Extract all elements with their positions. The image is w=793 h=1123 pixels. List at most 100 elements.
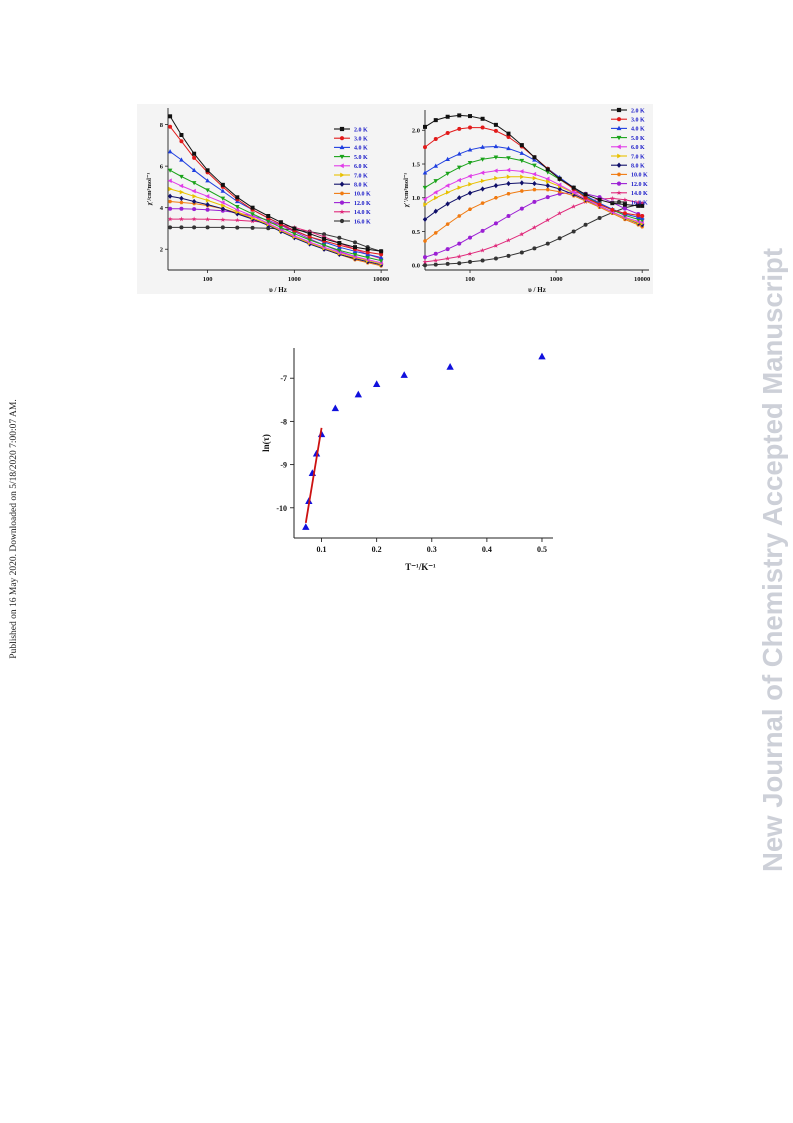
chi-double-prime-legend-marker — [616, 125, 622, 131]
chi-prime-data-point — [292, 231, 297, 237]
chi-double-prime-data-point — [545, 187, 550, 192]
chi-double-prime-data-point — [532, 175, 537, 181]
chi-double-prime-data-point — [480, 186, 485, 192]
chi-prime-data-point — [234, 204, 240, 210]
chi-double-prime-legend-marker — [616, 107, 622, 113]
chi-double-prime-data-point — [493, 155, 499, 160]
chi-prime-data-point — [167, 216, 173, 222]
chi-prime-data-point — [167, 193, 173, 199]
chi-prime-data-point — [191, 167, 197, 173]
chi-double-prime-data-point — [493, 256, 498, 261]
chi-double-prime-data-point — [422, 216, 428, 222]
chi-double-prime-data-point — [519, 143, 524, 148]
chi-double-prime-data-point — [467, 173, 472, 179]
chi-double-prime-data-point — [519, 206, 524, 211]
chi-prime-data-point — [307, 234, 312, 239]
chi-double-prime-legend-marker — [617, 153, 622, 159]
chi-prime-data-point — [179, 133, 184, 137]
chi-prime-data-point — [221, 203, 226, 208]
chi-double-prime-chart: 100 1000 10000 0.0 0.5 1.0 1.5 2.0 υ / Hz χ''/cm³… — [403, 107, 650, 294]
chi-double-prime-data-point — [493, 122, 498, 127]
chi-double-prime-data-point — [433, 257, 439, 263]
chi-prime-legend-marker — [339, 163, 344, 169]
publication-date-text: Published on 16 May 2020. Downloaded on … — [9, 399, 19, 659]
chi-prime-legend-label: 3.0 K — [354, 137, 368, 143]
chi-double-prime-legend-marker — [616, 117, 622, 122]
chi-prime-series-line — [170, 195, 382, 266]
arrhenius-x-tick-label: 0.3 — [427, 545, 437, 554]
chi-prime-legend-label: 10.0 K — [354, 192, 371, 198]
chi-prime-legend-label: 6.0 K — [354, 164, 368, 170]
chi-prime-y-tick-label: 4 — [160, 205, 164, 212]
chi-prime-data-point — [168, 206, 173, 211]
chi-prime-y-tick-label: 6 — [160, 163, 164, 170]
chi-prime-data-point — [168, 225, 173, 230]
chi-double-prime-data-point — [545, 195, 550, 200]
chi-double-prime-figure: 100 1000 10000 0.0 0.5 1.0 1.5 2.0 υ / Hz χ''/cm³… — [401, 104, 653, 294]
chi-double-prime-data-point — [609, 195, 615, 201]
chi-double-prime-data-point — [493, 143, 499, 149]
chi-prime-legend-label: 12.0 K — [354, 201, 371, 207]
chi-prime-y-tick-label: 8 — [160, 122, 164, 129]
chi-prime-data-point — [205, 198, 211, 203]
chi-double-prime-y-tick-label: 1.5 — [412, 161, 421, 168]
chi-double-prime-data-point — [506, 237, 511, 243]
chi-double-prime-data-point — [468, 114, 473, 119]
chi-double-prime-legend-marker — [616, 135, 622, 141]
chi-double-prime-x-axis-label: υ / Hz — [528, 286, 546, 294]
chi-double-prime-data-point — [493, 221, 498, 226]
chi-double-prime-data-point — [506, 174, 512, 180]
chi-prime-data-point — [278, 220, 283, 225]
chi-double-prime-data-point — [456, 253, 462, 259]
chi-prime-legend-marker — [340, 172, 345, 178]
arrhenius-figure: 0.1 0.2 0.3 0.4 0.5 -10 -9 -8 -7 T⁻¹/K⁻¹ ln(τ) — [255, 340, 559, 578]
accepted-manuscript-watermark: New Journal of Chemistry Accepted Manusc… — [738, 190, 793, 930]
chi-double-prime-data-point — [557, 189, 562, 194]
chi-prime-data-point — [192, 155, 197, 160]
chi-double-prime-data-point — [532, 180, 537, 187]
chi-double-prime-data-point — [480, 116, 485, 121]
chi-prime-data-point — [234, 217, 240, 223]
chi-double-prime-data-point — [557, 176, 562, 181]
chi-double-prime-data-point — [520, 174, 525, 180]
chi-prime-series-7-0-K — [168, 186, 384, 267]
arrhenius-y-tick-label: -8 — [280, 417, 287, 426]
chi-prime-legend-marker — [339, 126, 345, 132]
chi-double-prime-data-point — [423, 202, 428, 207]
chi-prime-data-point — [178, 183, 184, 189]
chi-double-prime-data-point — [519, 150, 525, 155]
chi-double-prime-data-point — [557, 182, 562, 188]
chi-double-prime-legend-marker — [616, 144, 621, 150]
chi-double-prime-data-point — [635, 199, 641, 205]
chi-double-prime-legend-label: 7.0 K — [631, 154, 645, 160]
chi-prime-data-point — [379, 252, 384, 257]
chi-prime-data-point — [321, 234, 327, 239]
chi-double-prime-data-point — [546, 179, 551, 184]
chi-double-prime-series-10-0-K — [423, 187, 645, 243]
chi-double-prime-data-point — [445, 190, 451, 195]
chi-double-prime-data-point — [531, 171, 537, 177]
chi-double-prime-data-point — [532, 187, 537, 192]
chi-double-prime-legend-marker — [616, 190, 622, 196]
chi-prime-data-point — [168, 186, 173, 192]
chi-double-prime-data-point — [456, 165, 462, 170]
chi-prime-data-point — [167, 178, 172, 183]
arrhenius-y-tick-label: -9 — [280, 461, 287, 470]
chi-double-prime-data-point — [622, 202, 627, 207]
chi-prime-series-2-0-K — [168, 114, 384, 254]
arrhenius-data-point — [302, 523, 310, 530]
chi-double-prime-legend-marker — [616, 199, 622, 205]
chi-double-prime-data-point — [636, 203, 641, 208]
arrhenius-data-point — [400, 371, 408, 378]
chi-double-prime-data-point — [531, 224, 537, 230]
chi-prime-legend-label: 4.0 K — [354, 146, 368, 152]
chi-prime-legend-marker — [339, 181, 345, 187]
chi-double-prime-data-point — [480, 201, 485, 205]
chi-prime-data-point — [192, 207, 197, 212]
chi-prime-data-point — [353, 240, 358, 245]
chi-prime-data-point — [220, 217, 226, 222]
chi-double-prime-data-point — [457, 241, 462, 246]
chi-double-prime-x-tick-label: 1000 — [550, 276, 563, 283]
chi-double-prime-legend-marker — [616, 172, 622, 177]
chi-double-prime-data-point — [468, 235, 473, 240]
